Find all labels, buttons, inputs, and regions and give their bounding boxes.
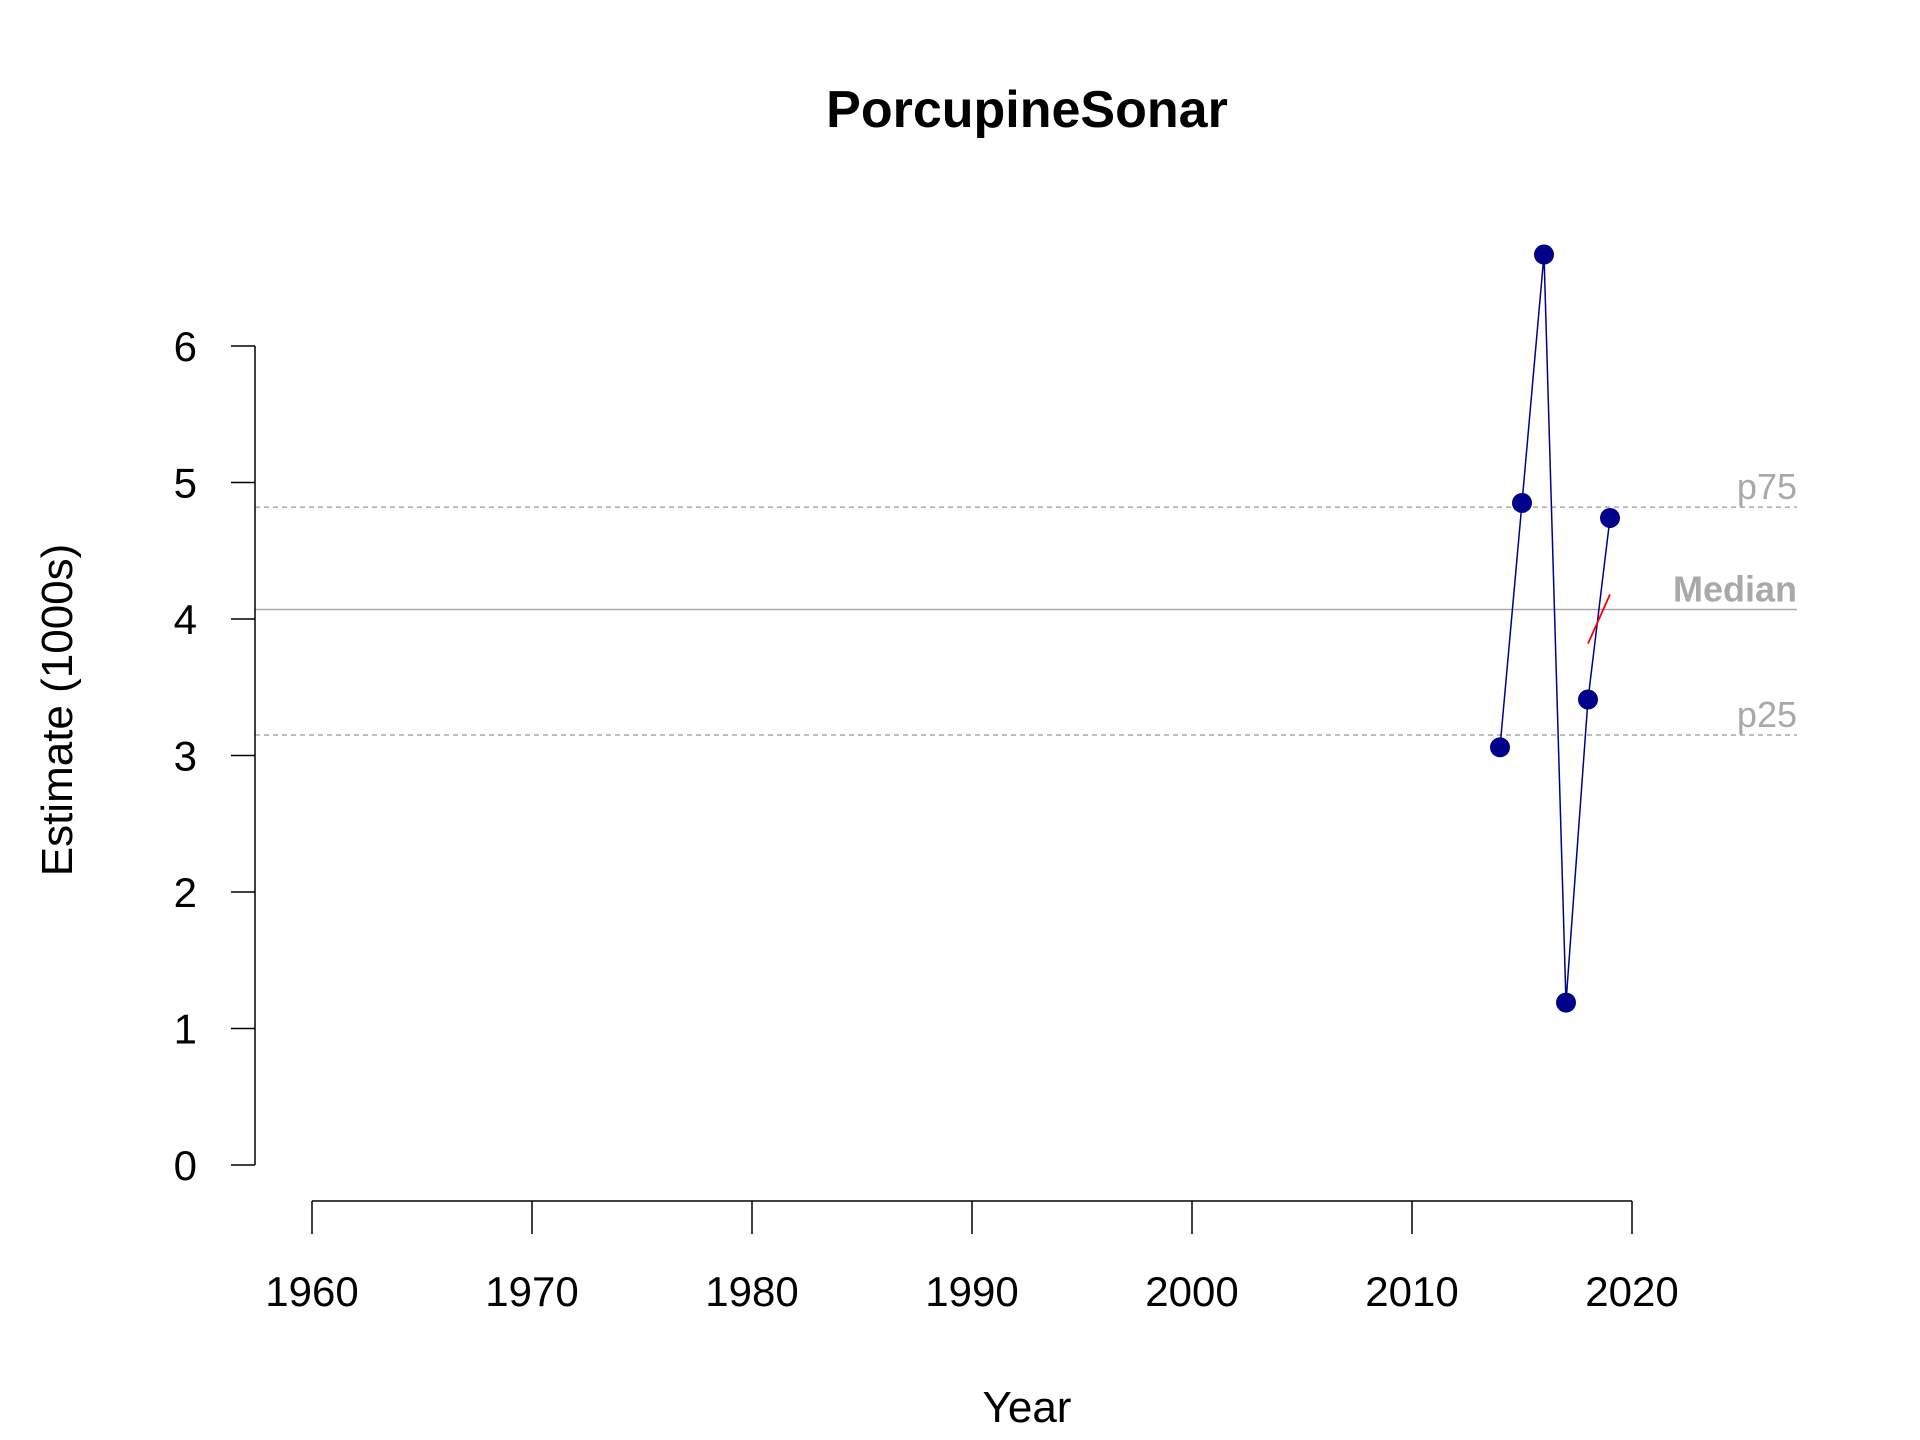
y-axis: 0 1 2 3 4 5 6 — [174, 323, 256, 1189]
y-tick-label: 4 — [174, 596, 197, 643]
y-axis-label: Estimate (1000s) — [33, 544, 82, 877]
y-tick-label: 2 — [174, 869, 197, 916]
x-tick-label: 2010 — [1365, 1268, 1458, 1315]
data-point — [1578, 689, 1598, 710]
y-tick-label: 5 — [174, 460, 197, 507]
data-point — [1600, 507, 1620, 528]
data-point — [1490, 737, 1510, 758]
x-tick-label: 1970 — [485, 1268, 578, 1315]
reference-lines: p75 Median p25 — [255, 466, 1797, 736]
trend-line — [1587, 594, 1611, 644]
x-tick-label: 1980 — [705, 1268, 798, 1315]
data-point — [1512, 492, 1532, 513]
y-tick-label: 0 — [174, 1142, 197, 1189]
x-axis-label: Year — [983, 1383, 1072, 1432]
trend — [1587, 594, 1611, 644]
y-tick-label: 1 — [174, 1006, 197, 1053]
series — [1490, 244, 1620, 1013]
x-tick-label: 2000 — [1145, 1268, 1238, 1315]
reference-label-p75: p75 — [1737, 466, 1797, 507]
data-point — [1556, 992, 1576, 1013]
reference-label-median: Median — [1673, 568, 1797, 609]
y-tick-label: 3 — [174, 733, 197, 780]
data-point — [1534, 244, 1554, 265]
x-axis: 1960 1970 1980 1990 2000 2010 2020 — [265, 1200, 1679, 1315]
x-tick-label: 1990 — [925, 1268, 1018, 1315]
series-line — [1499, 254, 1611, 1003]
y-tick-label: 6 — [174, 323, 197, 370]
x-tick-label: 2020 — [1585, 1268, 1678, 1315]
chart-title: PorcupineSonar — [826, 81, 1228, 139]
reference-label-p25: p25 — [1737, 694, 1797, 735]
x-tick-label: 1960 — [265, 1268, 358, 1315]
